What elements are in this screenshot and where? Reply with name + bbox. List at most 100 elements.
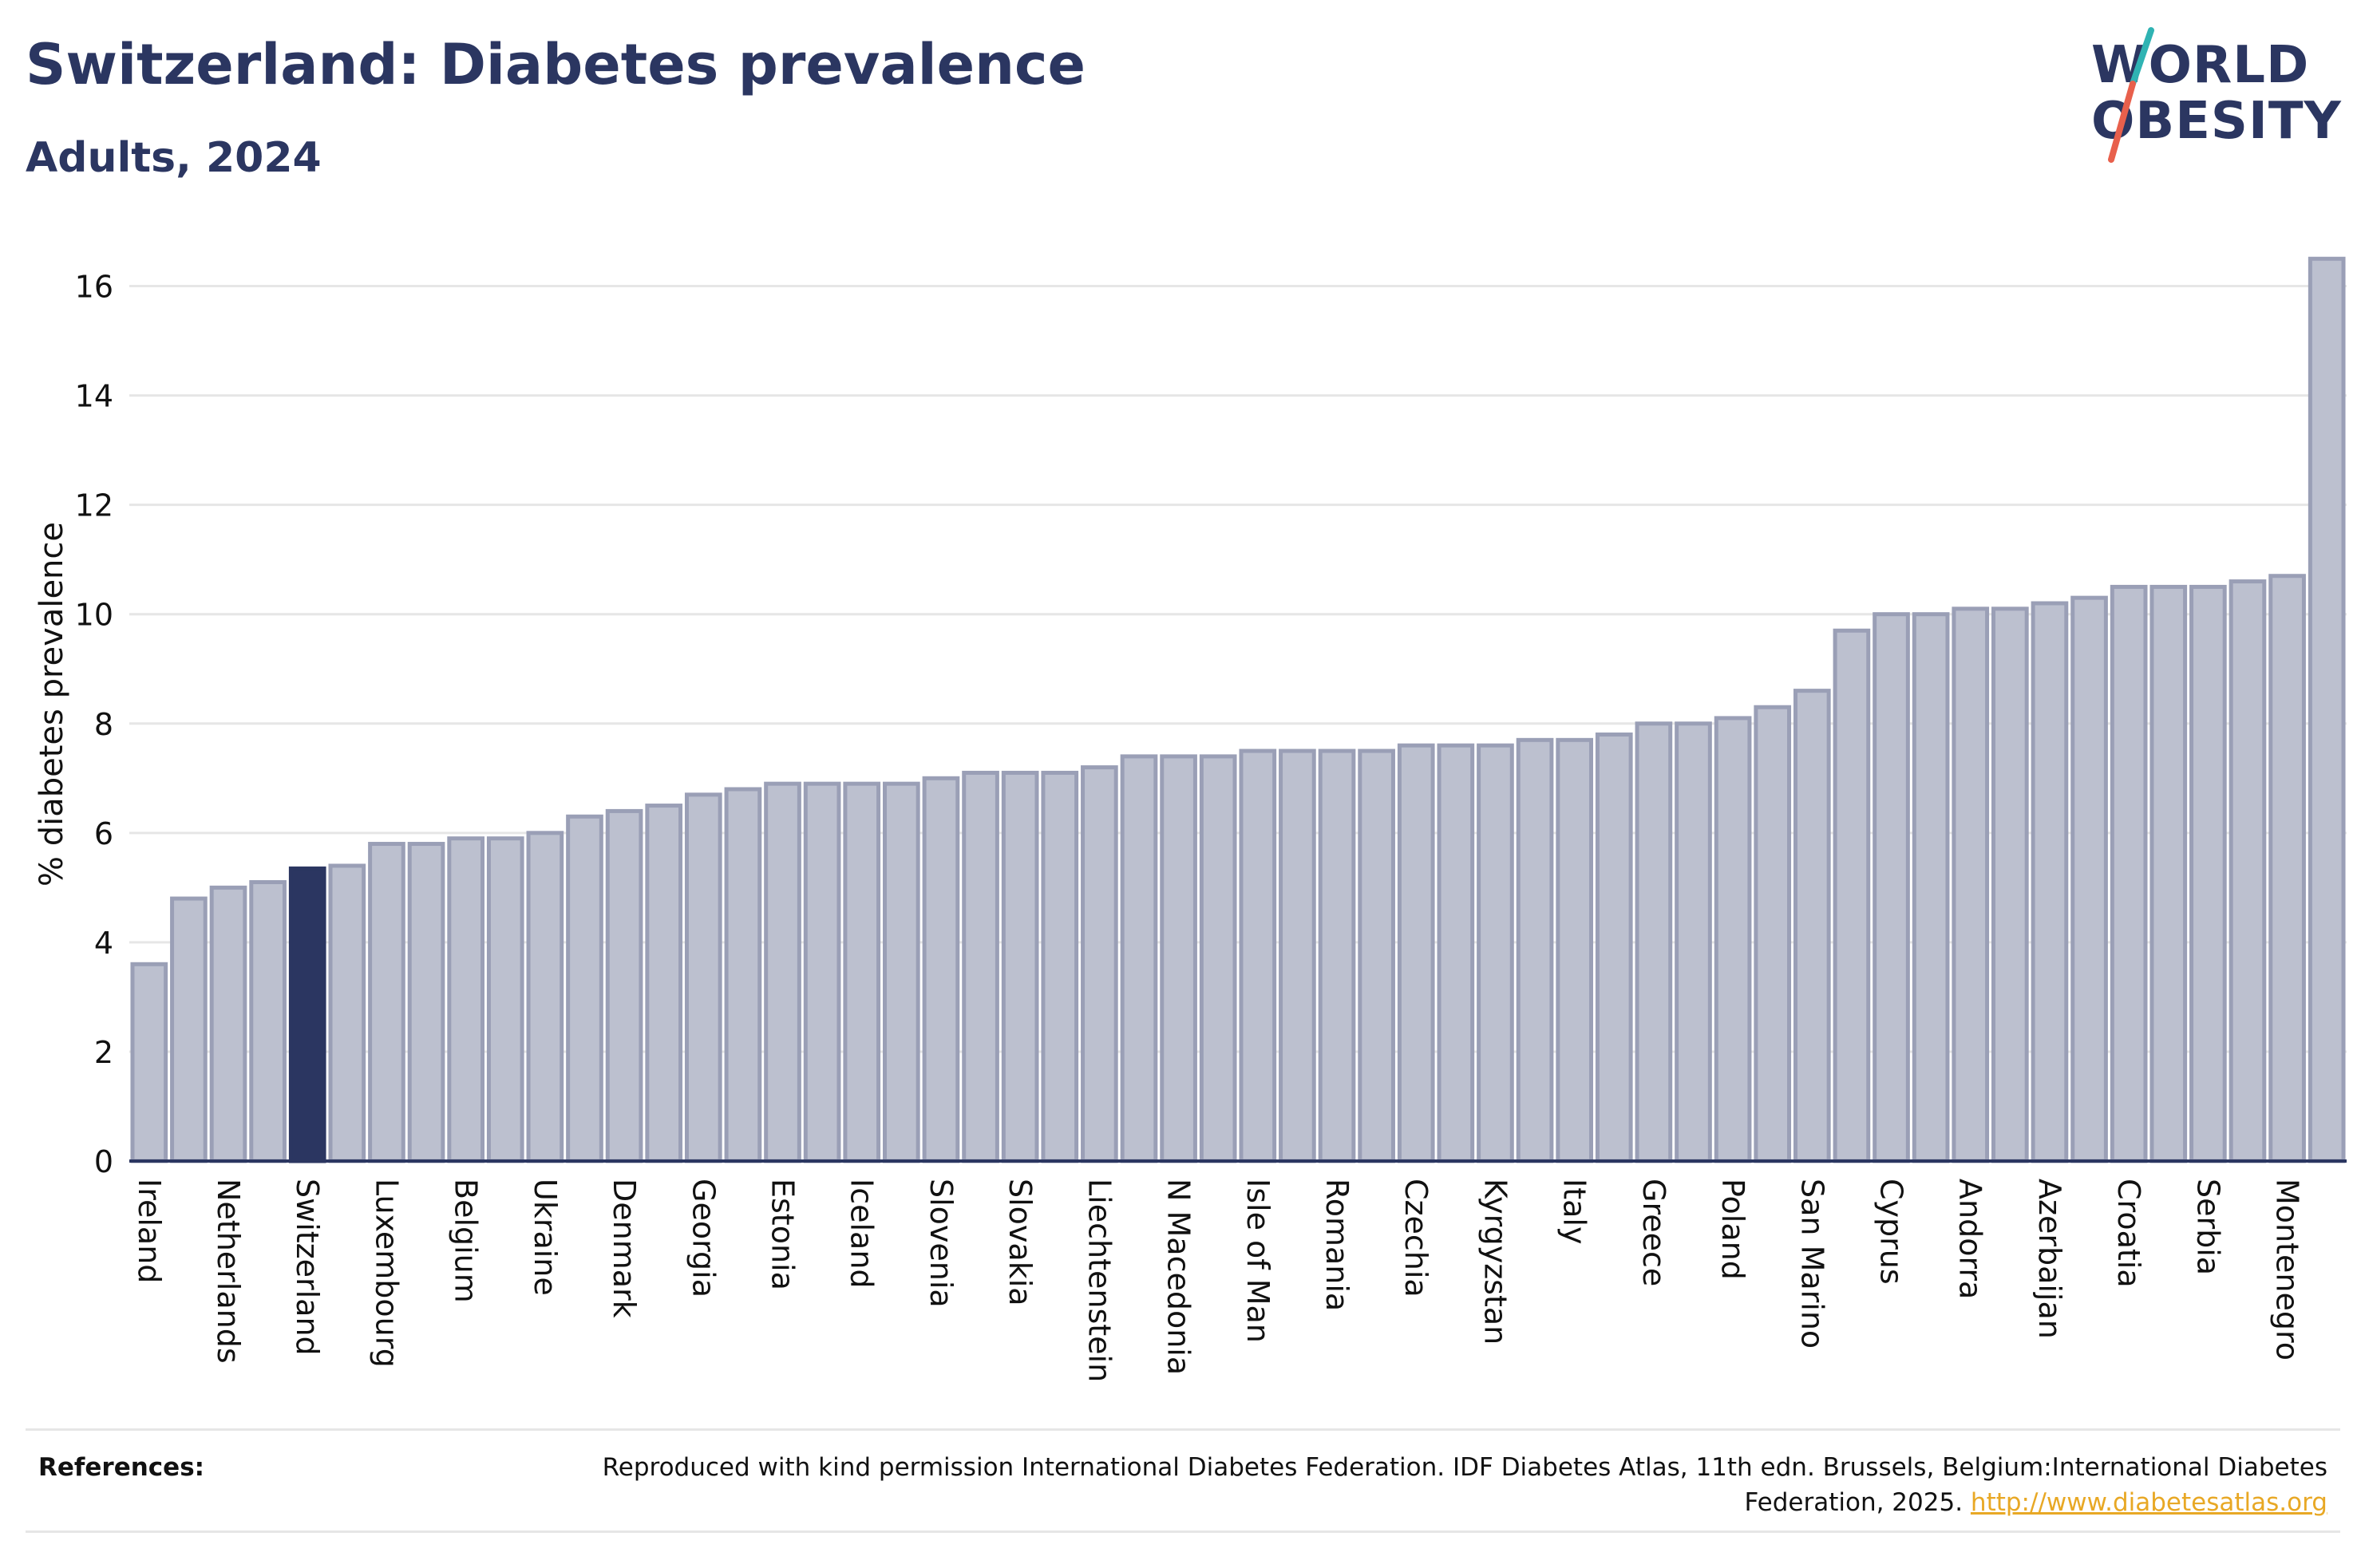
x-tick-label: Kyrgyzstan (1477, 1179, 1513, 1345)
references-text-block: Reproduced with kind permission Internat… (492, 1450, 2327, 1520)
x-tick-label: Estonia (765, 1179, 801, 1290)
y-tick-label: 12 (75, 488, 113, 523)
bar-unlabeled-47 (1991, 606, 2029, 1163)
bar-unlabeled-51 (2149, 584, 2188, 1163)
bar-italy (1556, 737, 1593, 1163)
bar-unlabeled-39 (1675, 721, 1712, 1163)
x-tick-label: Luxembourg (369, 1179, 404, 1368)
x-tick-label: Denmark (607, 1179, 642, 1318)
x-tick-label: Belgium (449, 1179, 484, 1303)
y-axis-label: % diabetes prevalence (34, 522, 70, 887)
chart-subtitle: Adults, 2024 (26, 134, 322, 182)
bar-luxembourg (368, 842, 405, 1163)
bar-unlabeled-21 (962, 770, 999, 1163)
bar-unlabeled-9 (486, 836, 524, 1163)
x-tick-label: Iceland (844, 1179, 880, 1289)
x-tick-label: Slovakia (1003, 1179, 1038, 1306)
chart-title: Switzerland: Diabetes prevalence (26, 32, 1086, 97)
x-tick-label: Italy (1557, 1179, 1592, 1244)
bar-unlabeled-17 (803, 781, 841, 1163)
bar-unlabeled-31 (1358, 748, 1395, 1163)
bar-unlabeled-45 (1912, 612, 1950, 1163)
x-tick-label: Andorra (1953, 1179, 1988, 1299)
bar-andorra (1952, 606, 1990, 1163)
bar-cyprus (1873, 612, 1910, 1163)
bar-czechia (1397, 743, 1435, 1163)
bar-unlabeled-11 (566, 814, 603, 1163)
bar-estonia (764, 781, 801, 1163)
x-tick-label: Serbia (2190, 1179, 2225, 1275)
bar-iceland (843, 781, 881, 1163)
x-tick-label: Netherlands (211, 1179, 246, 1364)
bar-isle-of-man (1239, 748, 1277, 1163)
bar-unlabeled-33 (1437, 743, 1475, 1163)
bar-romania (1318, 748, 1356, 1163)
bar-serbia (2189, 584, 2227, 1163)
x-tick-label: Montenegro (2270, 1179, 2305, 1361)
bar-ireland (130, 962, 168, 1163)
bar-belgium (447, 836, 484, 1163)
logo-line-2: OBESITY (2091, 92, 2342, 151)
y-tick-label: 0 (94, 1144, 113, 1179)
y-tick-label: 10 (75, 598, 113, 633)
bar-kyrgyzstan (1477, 743, 1514, 1163)
x-tick-label: Ireland (132, 1179, 167, 1283)
bar-unlabeled-49 (2070, 595, 2108, 1163)
world-obesity-logo: WORLD OBESITY (2075, 24, 2347, 168)
bar-unlabeled-27 (1199, 754, 1237, 1163)
y-tick-label: 16 (75, 270, 113, 305)
bar-unlabeled-35 (1516, 737, 1554, 1163)
logo-slash-icon (2108, 27, 2154, 163)
y-tick-label: 8 (94, 707, 113, 742)
bar-unlabeled-1 (170, 896, 208, 1163)
x-tick-label: Liechtenstein (1082, 1179, 1117, 1382)
x-tick-label: N Macedonia (1161, 1179, 1196, 1375)
x-tick-label: Greece (1636, 1179, 1671, 1286)
x-tick-label: Isle of Man (1240, 1179, 1275, 1343)
bar-liechtenstein (1081, 765, 1118, 1163)
bar-n-macedonia (1160, 754, 1197, 1163)
bar-unlabeled-23 (1041, 770, 1079, 1163)
bar-switzerland (288, 866, 326, 1163)
bar-unlabeled-43 (1833, 628, 1871, 1163)
x-tick-label: Romania (1319, 1179, 1355, 1311)
y-tick-label: 4 (94, 926, 113, 961)
bar-unlabeled-55 (2308, 256, 2346, 1163)
x-tick-label: Poland (1715, 1179, 1750, 1280)
bar-san-marino (1793, 689, 1831, 1163)
bar-unlabeled-19 (883, 781, 920, 1163)
bar-georgia (684, 792, 722, 1163)
x-tick-label: Ukraine (528, 1179, 563, 1296)
bar-azerbaijan (2031, 601, 2069, 1163)
x-tick-label: Georgia (686, 1179, 721, 1297)
bar-unlabeled-53 (2229, 579, 2267, 1163)
y-tick-label: 14 (75, 379, 113, 414)
references-label: References: (38, 1453, 205, 1482)
references-text: Reproduced with kind permission Internat… (602, 1453, 2327, 1517)
bar-croatia (2110, 584, 2148, 1163)
bar-netherlands (209, 885, 247, 1163)
bar-unlabeled-3 (249, 880, 287, 1163)
bar-unlabeled-5 (328, 863, 366, 1163)
references-link[interactable]: http://www.diabetesatlas.org (1970, 1488, 2327, 1517)
bar-unlabeled-7 (407, 842, 445, 1163)
x-tick-label: San Marino (1794, 1179, 1829, 1349)
x-tick-label: Croatia (2111, 1179, 2146, 1288)
y-tick-label: 2 (94, 1035, 113, 1070)
x-tick-label: Switzerland (290, 1179, 325, 1356)
bar-unlabeled-37 (1595, 732, 1633, 1163)
bar-unlabeled-29 (1279, 748, 1316, 1163)
x-tick-label: Cyprus (1874, 1179, 1909, 1285)
bar-greece (1635, 721, 1673, 1163)
x-tick-label: Slovenia (923, 1179, 959, 1308)
bar-unlabeled-15 (724, 787, 762, 1163)
x-tick-label: Azerbaijan (2032, 1179, 2067, 1339)
bar-unlabeled-41 (1754, 705, 1792, 1163)
bar-chart: 0 2 4 6 8 10 12 14 16 % diabetes prevalence Irelan… (34, 256, 2347, 1382)
logo-line-1: WORLD (2091, 36, 2310, 95)
bar-slovakia (1001, 770, 1039, 1163)
bar-unlabeled-25 (1120, 754, 1158, 1163)
bar-slovenia (922, 776, 960, 1163)
bar-denmark (605, 808, 643, 1163)
x-tick-label: Czechia (1398, 1179, 1434, 1297)
